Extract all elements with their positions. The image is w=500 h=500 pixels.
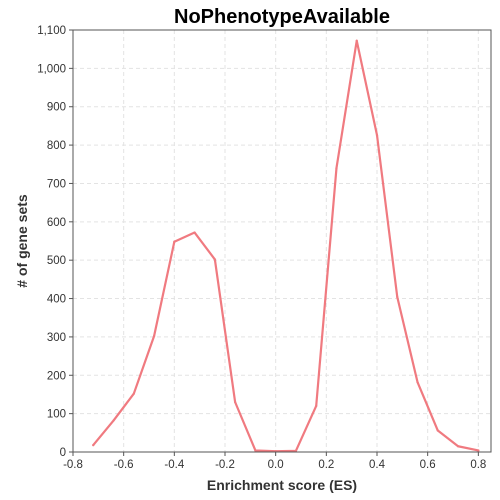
- data-point: [173, 240, 176, 243]
- plot-frame: [72, 29, 492, 453]
- x-tick-label: -0.4: [164, 459, 184, 471]
- data-point: [456, 445, 460, 448]
- x-tick-label: -0.6: [114, 459, 134, 471]
- y-tick-label: 300: [47, 332, 66, 344]
- data-point: [416, 381, 419, 384]
- data-point: [112, 419, 115, 422]
- data-point: [213, 258, 216, 261]
- y-tick-label: 700: [47, 178, 66, 190]
- x-tick-label: 0.2: [318, 459, 334, 471]
- y-tick-label: 500: [47, 255, 66, 267]
- y-axis-title: # of gene sets: [14, 194, 30, 288]
- chart-title: NoPhenotypeAvailable: [174, 6, 390, 28]
- data-point: [132, 392, 135, 395]
- grid: [72, 29, 491, 453]
- data-point: [396, 295, 399, 299]
- y-tick-label: 900: [47, 102, 66, 114]
- data-point: [193, 231, 196, 234]
- y-tick-label: 600: [47, 217, 66, 229]
- plot-area: [92, 39, 480, 453]
- y-tick-label: 1,100: [37, 25, 66, 37]
- x-tick-label: 0.8: [470, 459, 486, 471]
- x-axis-title: Enrichment score (ES): [207, 477, 357, 493]
- x-tick-label: 0.4: [369, 459, 386, 471]
- y-tick-label: 800: [47, 140, 66, 152]
- data-point: [375, 134, 379, 137]
- data-point: [234, 401, 237, 404]
- data-point: [152, 335, 156, 338]
- y-tick-label: 400: [47, 294, 66, 306]
- data-point: [477, 449, 480, 452]
- data-point: [436, 429, 439, 432]
- x-tick-label: 0.0: [268, 459, 284, 471]
- y-axis: 0 100 200 300 400 500 600 700 800 900 1,000 1,100: [37, 25, 73, 459]
- y-tick-label: 1,000: [37, 63, 66, 75]
- data-point: [315, 404, 318, 408]
- series-line: [92, 39, 480, 453]
- x-tick-label: -0.2: [215, 459, 235, 471]
- data-point: [355, 39, 358, 42]
- data-point: [294, 449, 298, 452]
- y-tick-label: 200: [47, 370, 66, 382]
- data-point: [92, 443, 95, 447]
- y-tick-label: 100: [47, 409, 66, 421]
- x-axis: -0.8 -0.6 -0.4 -0.2 0.0 0.2 0.4 0.6 0.8: [63, 452, 486, 471]
- x-tick-label: -0.8: [63, 459, 83, 471]
- x-tick-label: 0.6: [420, 459, 436, 471]
- data-point: [254, 449, 257, 452]
- y-tick-label: 0: [60, 447, 66, 459]
- data-point: [335, 167, 338, 170]
